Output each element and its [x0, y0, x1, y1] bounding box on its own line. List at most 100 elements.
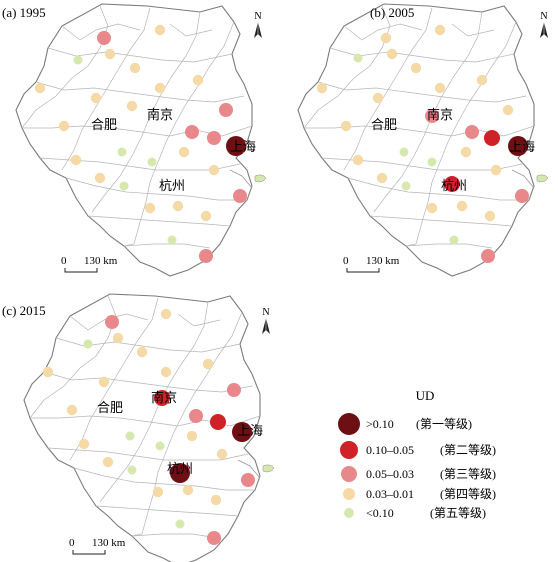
city-symbol: [119, 181, 129, 191]
city-symbol: [241, 473, 255, 487]
city-symbol: [380, 32, 392, 44]
city-symbol: [434, 82, 446, 94]
scale-zero: 0: [61, 255, 67, 267]
scale-distance: 130 km: [92, 537, 126, 549]
city-label-hefei: 合肥: [97, 400, 123, 415]
city-symbol: [34, 82, 46, 94]
city-symbol: [425, 109, 439, 123]
city-symbol: [83, 339, 93, 349]
north-arrow-icon: N: [539, 11, 549, 39]
legend-tier: (第二等级): [440, 443, 496, 457]
city-symbol: [376, 172, 388, 184]
city-symbol: [97, 31, 111, 45]
legend-swatch: [344, 508, 354, 518]
city-symbol: [90, 92, 102, 104]
city-symbol: [481, 249, 495, 263]
city-symbol: [484, 130, 500, 146]
city-symbol: [94, 172, 106, 184]
city-symbol: [226, 136, 246, 156]
scale-zero: 0: [343, 255, 349, 267]
city-symbol: [104, 48, 116, 60]
city-symbol: [154, 390, 170, 406]
city-symbol: [216, 448, 228, 460]
city-symbol: [73, 55, 83, 65]
city-symbol: [189, 409, 203, 423]
city-symbol: [167, 235, 177, 245]
legend-swatch: [338, 413, 360, 435]
scale-bar: 0 130 km: [343, 255, 400, 273]
city-symbol: [186, 430, 198, 442]
city-symbol: [449, 235, 459, 245]
city-symbol: [154, 24, 166, 36]
legend-swatch: [341, 466, 357, 482]
city-symbol: [207, 531, 221, 545]
city-symbol: [144, 202, 156, 214]
city-symbol: [66, 404, 78, 416]
city-label-nanjing: 南京: [147, 107, 173, 122]
city-label-hefei: 合肥: [91, 117, 117, 132]
city-label-hangzhou: 杭州: [159, 178, 185, 193]
city-symbol: [200, 210, 212, 222]
city-symbol: [42, 366, 54, 378]
legend: UD >0.10 (第一等级) 0.10–0.05 (第二等级) 0.05–0.…: [338, 388, 496, 520]
city-symbol: [202, 358, 214, 370]
city-symbol: [125, 431, 135, 441]
city-symbol: [126, 100, 138, 112]
city-symbol: [372, 92, 384, 104]
city-symbol: [340, 120, 352, 132]
scale-distance: 130 km: [84, 255, 118, 267]
city-symbol: [152, 486, 164, 498]
city-symbol: [502, 104, 514, 116]
north-arrow-icon: N: [253, 11, 263, 39]
legend-swatch: [343, 488, 355, 500]
city-symbol: [316, 82, 328, 94]
scale-bar: 0 130 km: [69, 537, 126, 555]
legend-range: >0.10: [366, 417, 394, 431]
city-label-shanghai: 上海: [230, 139, 256, 154]
map-panel-2005: (b) 2005 N 合肥 南京 杭州 上海 0 130 km: [297, 3, 549, 277]
legend-item-4: 0.03–0.01 (第四等级): [343, 487, 496, 501]
legend-range: 0.03–0.01: [366, 487, 414, 501]
city-symbol: [172, 200, 184, 212]
city-symbol: [490, 164, 502, 176]
city-symbol: [484, 210, 496, 222]
city-label-hangzhou: 杭州: [441, 178, 467, 193]
north-label: N: [262, 307, 269, 318]
city-symbol: [154, 82, 166, 94]
panel-label: (b) 2005: [370, 5, 414, 20]
scale-bar: 0 130 km: [61, 255, 118, 273]
city-symbol: [192, 74, 204, 86]
dot-layer: [316, 24, 529, 263]
legend-swatch: [340, 441, 358, 459]
scale-distance: 130 km: [366, 255, 400, 267]
north-label: N: [254, 11, 261, 22]
legend-range: 0.10–0.05: [366, 443, 414, 457]
city-symbol: [352, 154, 364, 166]
city-symbol: [434, 24, 446, 36]
panel-label: (a) 1995: [2, 5, 46, 20]
city-symbol: [460, 146, 472, 158]
city-symbol: [127, 465, 137, 475]
city-symbol: [208, 164, 220, 176]
city-symbol: [160, 366, 172, 378]
city-symbol: [136, 346, 148, 358]
city-symbol: [227, 383, 241, 397]
legend-tier: (第一等级): [416, 417, 472, 431]
city-label-shanghai: 上海: [237, 423, 263, 438]
panel-label: (c) 2015: [2, 303, 46, 318]
city-symbol: [233, 189, 247, 203]
map-panel-1995: (a) 1995 N 合肥 南京 杭州 上海 0 130 km: [2, 3, 267, 277]
city-label-hefei: 合肥: [371, 117, 397, 132]
legend-title: UD: [416, 388, 435, 403]
city-label-shanghai: 上海: [509, 139, 535, 154]
city-symbol: [386, 48, 398, 60]
city-symbol: [170, 463, 190, 483]
legend-item-1: >0.10 (第一等级): [338, 413, 472, 435]
city-symbol: [210, 494, 222, 506]
city-symbol: [185, 125, 199, 139]
north-arrow-icon: N: [261, 307, 271, 335]
city-label-nanjing: 南京: [151, 390, 177, 405]
city-symbol: [476, 74, 488, 86]
city-symbol: [199, 249, 213, 263]
